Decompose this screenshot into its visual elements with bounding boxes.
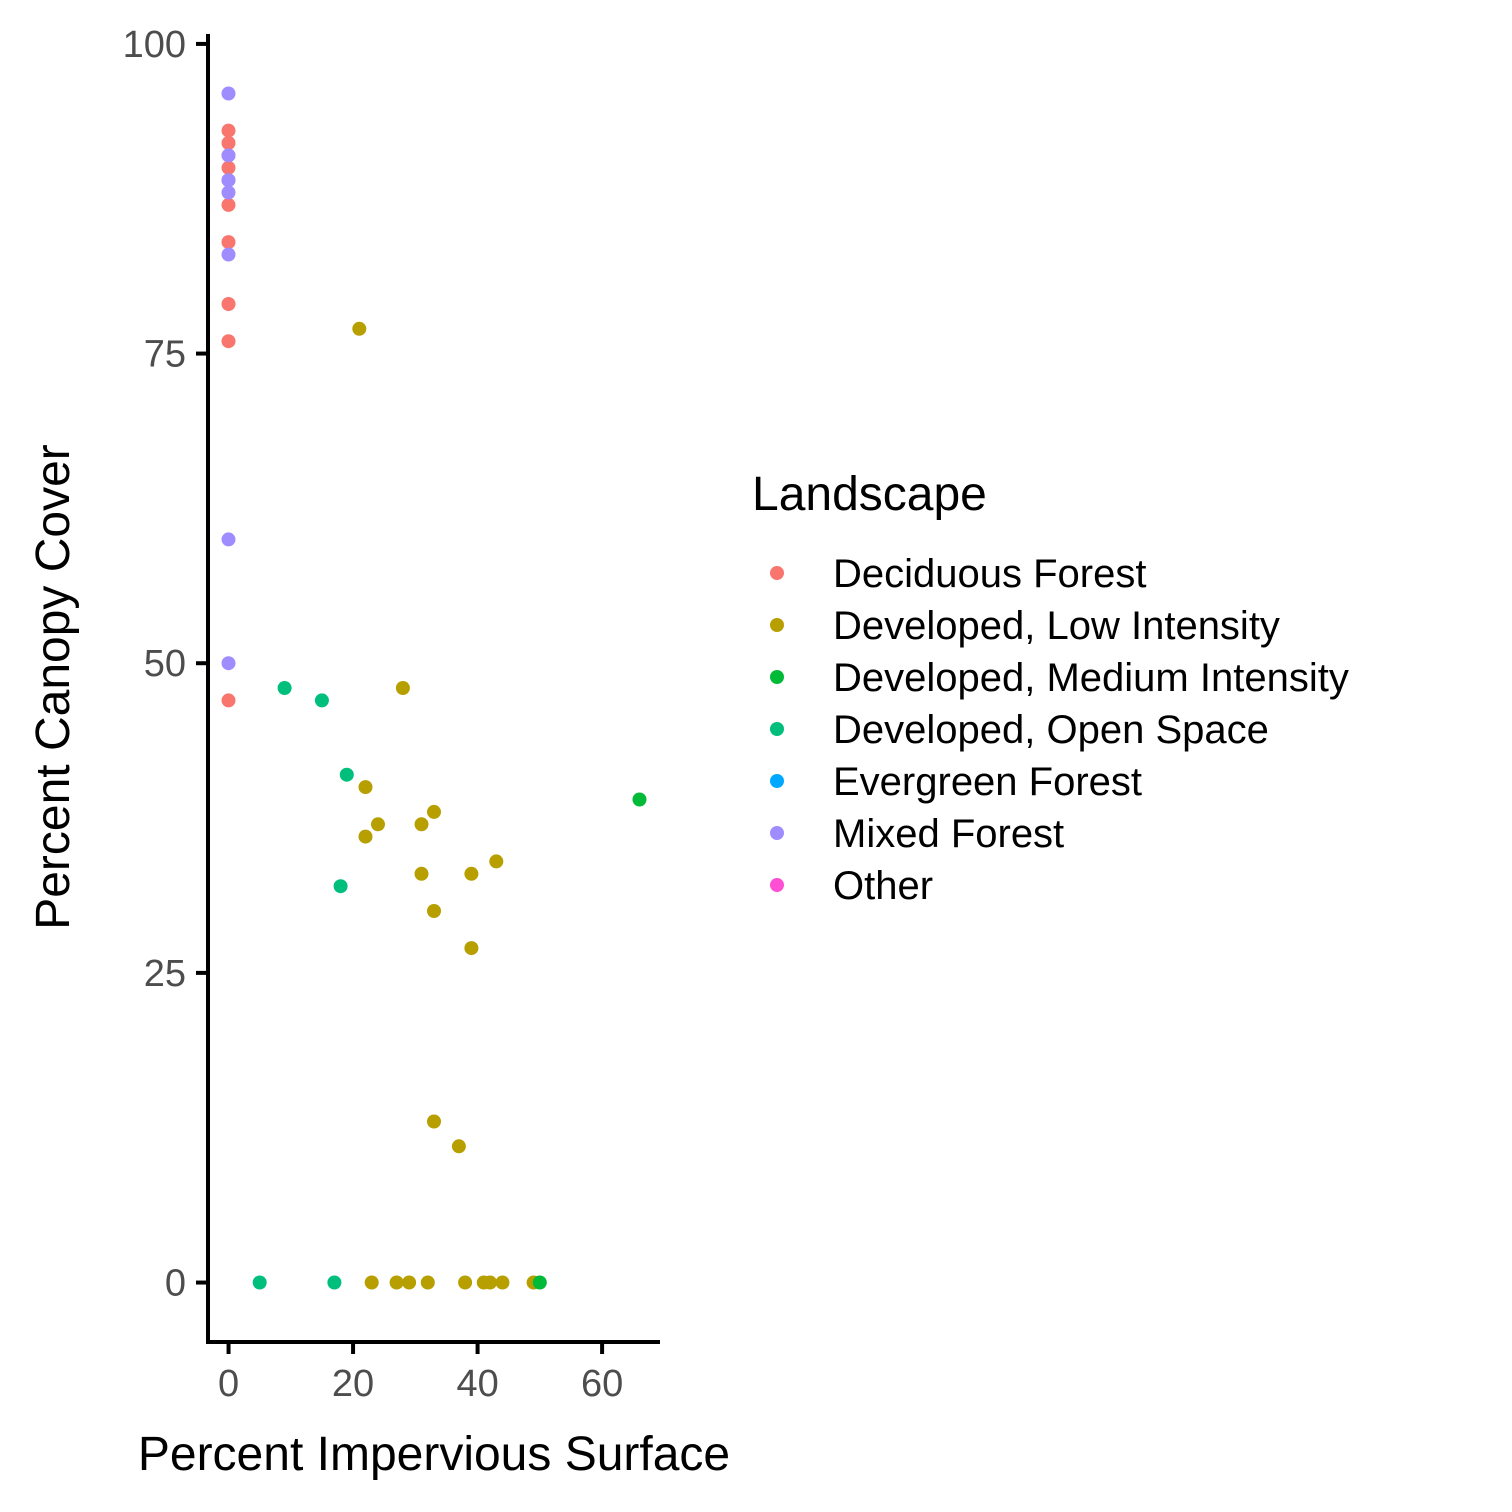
legend-label: Other	[833, 864, 933, 908]
data-point	[277, 681, 292, 695]
data-point	[221, 148, 236, 163]
data-point	[464, 941, 479, 956]
x-tick-label: 60	[581, 1363, 623, 1405]
legend-label: Mixed Forest	[833, 812, 1064, 856]
legend-item: Deciduous Forest	[770, 552, 1146, 596]
x-tick-label: 20	[332, 1363, 374, 1405]
data-point	[427, 904, 441, 918]
legend-item: Developed, Open Space	[770, 708, 1269, 752]
legend-title: Landscape	[752, 468, 987, 521]
data-point	[221, 160, 236, 175]
data-point	[371, 817, 385, 832]
data-point	[464, 866, 479, 881]
legend-item: Developed, Low Intensity	[770, 604, 1280, 648]
data-point	[427, 1114, 441, 1129]
data-point	[221, 297, 236, 311]
data-point	[221, 656, 236, 671]
data-point	[458, 1275, 473, 1290]
data-point	[221, 235, 236, 250]
y-tick-label: 25	[144, 953, 186, 995]
legend-key	[770, 878, 784, 892]
data-point	[451, 1139, 466, 1154]
data-point	[252, 1275, 267, 1290]
data-point	[352, 321, 367, 336]
data-point	[632, 792, 647, 807]
data-point	[221, 173, 236, 188]
legend-key	[770, 826, 784, 840]
data-point	[414, 866, 429, 881]
y-tick-label: 100	[123, 24, 186, 66]
legend-item: Mixed Forest	[770, 812, 1064, 856]
legend-label: Deciduous Forest	[833, 552, 1146, 596]
legend-key	[770, 774, 784, 788]
data-point	[483, 1275, 497, 1290]
legend: Landscape Deciduous Forest Developed, Low…	[752, 468, 1349, 908]
legend-item: Developed, Medium Intensity	[770, 656, 1349, 700]
y-tick-label: 50	[144, 643, 186, 685]
data-point	[402, 1275, 417, 1290]
data-point	[358, 780, 373, 795]
y-axis-title: Percent Canopy Cover	[27, 444, 80, 930]
data-point	[221, 247, 236, 262]
data-point	[221, 532, 236, 547]
legend-key	[770, 670, 784, 684]
legend-items: Deciduous Forest Developed, Low Intensity…	[770, 552, 1349, 908]
data-point	[420, 1275, 435, 1290]
data-point	[221, 86, 236, 101]
data-point	[221, 197, 236, 212]
legend-label: Developed, Low Intensity	[833, 604, 1280, 648]
legend-label: Evergreen Forest	[833, 760, 1142, 804]
legend-key	[770, 722, 784, 736]
data-point	[395, 681, 410, 695]
data-point	[221, 334, 236, 349]
legend-key	[770, 618, 784, 632]
legend-key	[770, 566, 784, 580]
x-axis-title: Percent Impervious Surface	[138, 1428, 730, 1481]
data-point	[532, 1275, 547, 1290]
plot-points	[221, 86, 647, 1290]
y-tick-label: 0	[165, 1263, 186, 1305]
y-tick-label: 75	[144, 334, 186, 376]
x-tick-label: 0	[218, 1363, 239, 1405]
x-tick-label: 40	[456, 1363, 498, 1405]
data-point	[221, 693, 236, 708]
data-point	[327, 1275, 342, 1290]
axes: 0 25 50 75 100 0 20 40 60	[123, 24, 660, 1405]
data-point	[358, 829, 373, 844]
data-point	[414, 817, 429, 832]
data-point	[427, 804, 441, 819]
data-point	[221, 185, 236, 200]
data-point	[221, 136, 236, 150]
data-point	[389, 1275, 404, 1290]
data-point	[489, 854, 504, 869]
data-point	[339, 767, 354, 782]
legend-item: Evergreen Forest	[770, 760, 1142, 804]
data-point	[221, 123, 236, 138]
data-point	[333, 879, 348, 894]
legend-label: Developed, Medium Intensity	[833, 656, 1349, 700]
data-point	[364, 1275, 379, 1290]
legend-label: Developed, Open Space	[833, 708, 1269, 752]
data-point	[495, 1275, 510, 1290]
legend-item: Other	[770, 864, 933, 908]
data-point	[314, 693, 329, 708]
